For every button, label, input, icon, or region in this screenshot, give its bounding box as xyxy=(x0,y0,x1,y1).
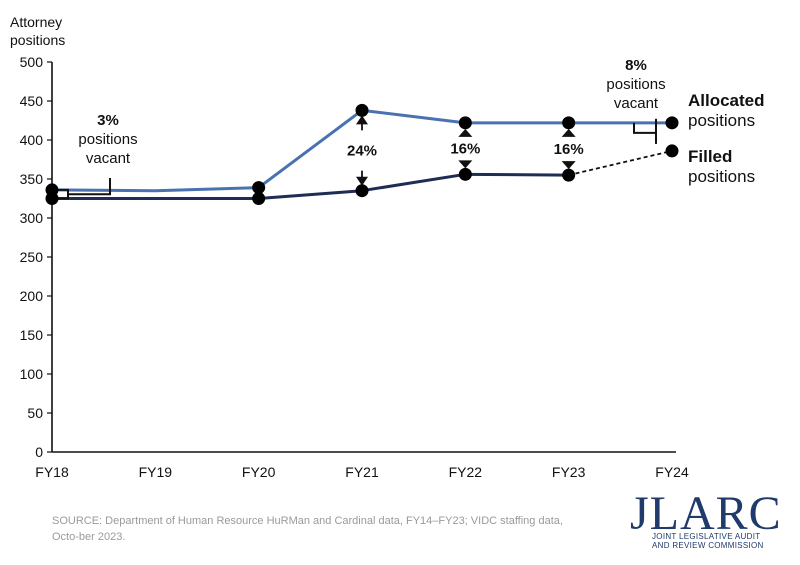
y-tick-label: 500 xyxy=(20,54,44,70)
data-point xyxy=(252,192,266,205)
data-point xyxy=(458,116,472,130)
arrow-head-down xyxy=(561,161,576,170)
data-point xyxy=(665,116,679,130)
logo-subtitle-line1: JOINT LEGISLATIVE AUDIT xyxy=(652,532,761,541)
arrow-head-down xyxy=(458,160,473,169)
annotation-fy23-pct: 16% xyxy=(554,141,584,158)
gap-arrows xyxy=(356,115,576,186)
y-tick-label: 250 xyxy=(20,249,44,265)
arrow-head-down xyxy=(356,176,368,186)
x-tick-label: FY24 xyxy=(655,464,689,480)
data-point xyxy=(665,144,679,158)
series-label-0-line2: positions xyxy=(688,111,755,130)
y-tick-label: 100 xyxy=(20,366,44,382)
arrow-head-up xyxy=(458,128,473,137)
x-tick-label: FY20 xyxy=(242,464,276,480)
bracket-fy18 xyxy=(58,178,111,200)
data-point xyxy=(252,181,266,195)
y-tick-label: 50 xyxy=(27,405,43,421)
y-tick-label: 300 xyxy=(20,210,44,226)
y-tick-label: 450 xyxy=(20,93,44,109)
y-tick-label: 400 xyxy=(20,132,44,148)
logo-subtitle-line2: AND REVIEW COMMISSION xyxy=(652,541,764,550)
series-line-1 xyxy=(52,172,569,200)
y-tick-label: 350 xyxy=(20,171,44,187)
y-tick-label: 200 xyxy=(20,288,44,304)
arrow-head-up xyxy=(356,115,368,125)
annotations: 3% positions vacant 24% 16% 16% 8% positions vac… xyxy=(78,57,665,167)
y-axis-label: Attorney positions xyxy=(10,14,66,48)
annotation-fy24-pct: 8% xyxy=(625,57,647,74)
series-line-projected-1 xyxy=(568,150,673,176)
annotation-fy22-pct: 16% xyxy=(450,141,480,158)
arrow-head-up xyxy=(561,128,576,137)
y-axis: 0 50 100 150 200 250 300 350 400 450 500 xyxy=(20,54,53,460)
logo-wordmark: JLARC xyxy=(630,487,782,540)
x-tick-label: FY19 xyxy=(139,464,173,480)
annotation-fy21-pct: 24% xyxy=(347,143,377,160)
data-point xyxy=(562,168,576,182)
x-tick-label: FY23 xyxy=(552,464,586,480)
data-point xyxy=(562,116,576,130)
annotation-fy24-line2: positions xyxy=(606,76,665,93)
source-note: SOURCE: Department of Human Resource HuR… xyxy=(52,515,563,543)
annotation-fy18-line3: vacant xyxy=(86,150,131,167)
logo-subtitle: JOINT LEGISLATIVE AUDIT AND REVIEW COMMI… xyxy=(652,532,764,550)
bracket-fy24-leader xyxy=(633,122,656,134)
series-label-1-line2: positions xyxy=(688,167,755,186)
vacancy-brackets xyxy=(58,118,657,200)
annotation-fy18-pct: 3% xyxy=(97,112,119,129)
annotation-fy24-line3: vacant xyxy=(614,95,659,112)
data-point xyxy=(45,192,59,205)
data-point xyxy=(355,103,369,117)
y-tick-label: 150 xyxy=(20,327,44,343)
y-tick-label: 0 xyxy=(35,444,43,460)
series-label-0-line1: Allocated xyxy=(688,91,765,110)
jlarc-logo: JLARC JOINT LEGISLATIVE AUDIT AND REVIEW… xyxy=(630,487,790,552)
data-point xyxy=(458,167,472,181)
series-label-1-line1: Filled xyxy=(688,147,732,166)
data-point xyxy=(355,184,369,198)
x-axis: FY18 FY19 FY20 FY21 FY22 FY23 FY24 xyxy=(35,451,689,480)
series-markers xyxy=(45,103,679,205)
x-tick-label: FY22 xyxy=(449,464,483,480)
x-tick-label: FY21 xyxy=(345,464,379,480)
x-tick-label: FY18 xyxy=(35,464,69,480)
annotation-fy18-line2: positions xyxy=(78,131,137,148)
